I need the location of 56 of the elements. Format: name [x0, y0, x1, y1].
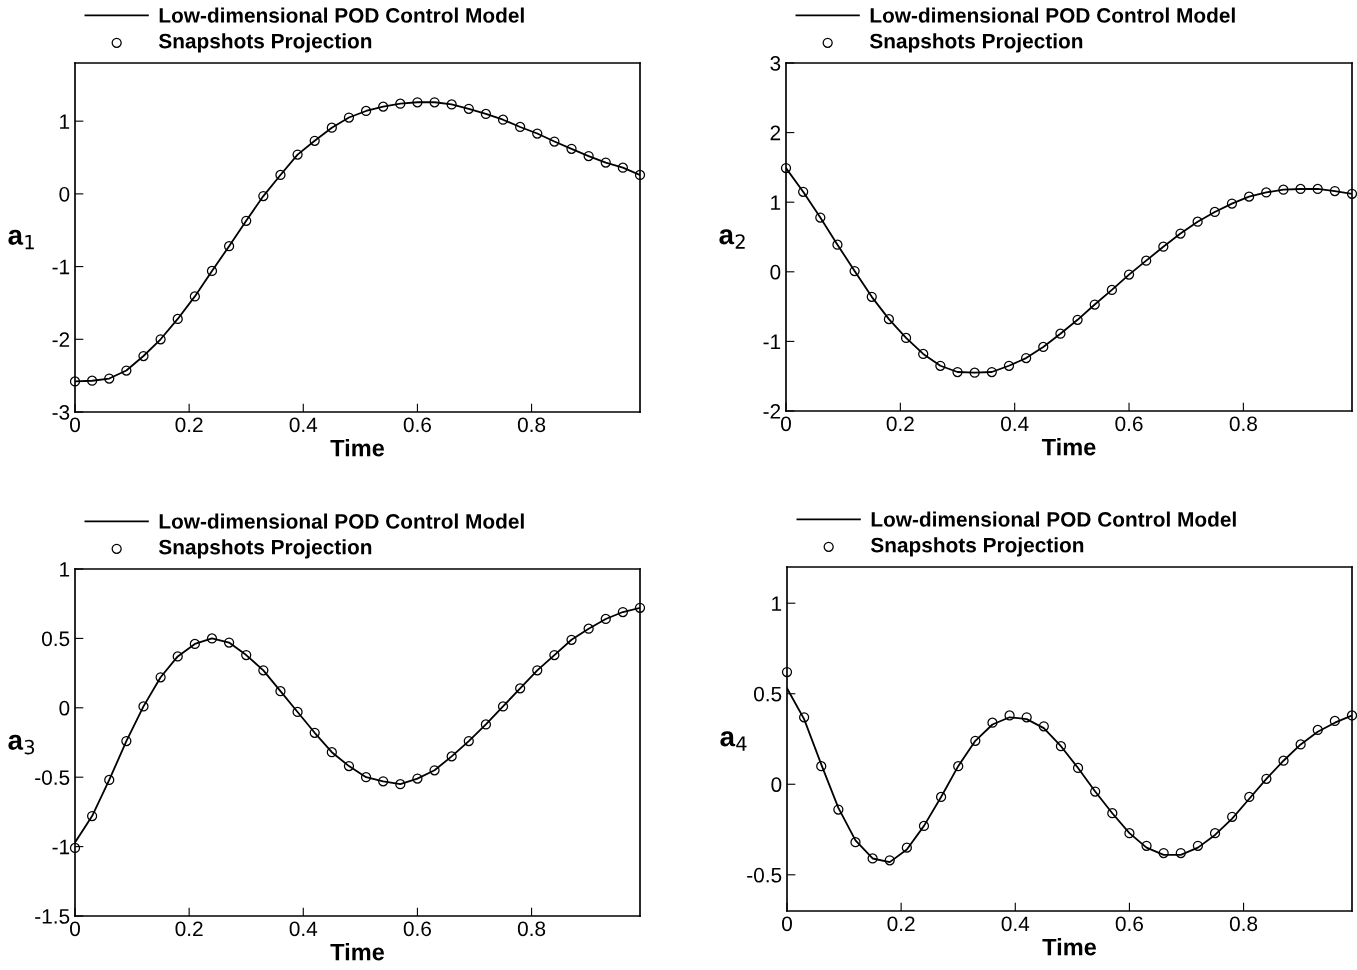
legend-label: Snapshots Projection	[158, 33, 372, 53]
y-tick-label: 0	[771, 777, 782, 793]
legend-label: Snapshots Projection	[869, 33, 1083, 53]
x-tick-label: 0.2	[175, 417, 203, 433]
legend-label: Low-dimensional POD Control Model	[870, 7, 1235, 23]
y-tick-label: 1	[771, 195, 781, 210]
y-tick-label: 1	[60, 562, 70, 577]
y-axis-title: a$_{1}$	[8, 229, 34, 250]
x-axis-title: Time	[330, 439, 385, 457]
legend-label: Snapshots Projection	[870, 537, 1084, 557]
x-tick-label: 0.8	[1229, 916, 1258, 932]
y-tick-label: 1	[60, 114, 70, 129]
x-tick-label: 0.6	[403, 921, 431, 937]
y-tick-label: 3	[770, 56, 781, 71]
x-axis-title: Time	[1042, 938, 1097, 956]
x-axis-title: Time	[330, 943, 385, 961]
legend-label: Low-dimensional POD Control Model	[871, 511, 1236, 527]
x-tick-label: 0	[70, 417, 80, 433]
x-tick-label: 0.6	[1115, 916, 1143, 932]
legend-label: Snapshots Projection	[158, 539, 372, 559]
x-tick-label: 0.4	[1001, 916, 1030, 932]
x-tick-label: 0.2	[175, 921, 203, 937]
y-tick-label: 0.5	[41, 631, 70, 647]
y-axis-title: a$_{2}$	[719, 229, 745, 249]
legend-label: Low-dimensional POD Control Model	[159, 513, 524, 529]
x-tick-label: 0.4	[289, 417, 318, 433]
x-tick-label: 0.2	[886, 416, 914, 432]
y-tick-label: -1	[763, 334, 781, 349]
y-tick-label: -2	[52, 332, 70, 347]
x-tick-label: 0.6	[403, 417, 431, 433]
y-tick-label: -1	[52, 839, 70, 855]
y-tick-label: 0	[59, 700, 70, 716]
y-tick-label: -3	[52, 405, 70, 420]
x-tick-label: 0.6	[1115, 416, 1143, 432]
y-tick-label: -1.5	[35, 909, 70, 924]
y-tick-label: -0.5	[35, 770, 70, 785]
x-tick-label: 0.8	[1229, 416, 1257, 432]
y-tick-label: 0	[59, 186, 70, 202]
x-axis-title: Time	[1041, 438, 1096, 456]
y-tick-label: 1	[772, 596, 782, 611]
y-tick-label: -1	[52, 259, 70, 275]
legend-label: Low-dimensional POD Control Model	[159, 7, 524, 23]
x-tick-label: 0.2	[887, 916, 915, 932]
x-tick-label: 0	[782, 916, 792, 932]
y-tick-label: 2	[770, 125, 781, 141]
y-tick-label: 0	[770, 264, 781, 280]
y-axis-title: a$_{3}$	[8, 734, 35, 755]
y-tick-label: -2	[763, 404, 781, 419]
x-tick-label: 0.4	[1001, 416, 1029, 432]
x-tick-label: 0	[70, 921, 80, 937]
y-tick-label: -0.5	[747, 867, 782, 883]
y-tick-label: 0.5	[753, 686, 782, 702]
y-axis-title: a$_{4}$	[720, 731, 747, 751]
x-tick-label: 0.8	[517, 921, 546, 937]
x-tick-label: 0.4	[289, 921, 318, 937]
x-tick-label: 0.8	[517, 417, 546, 433]
